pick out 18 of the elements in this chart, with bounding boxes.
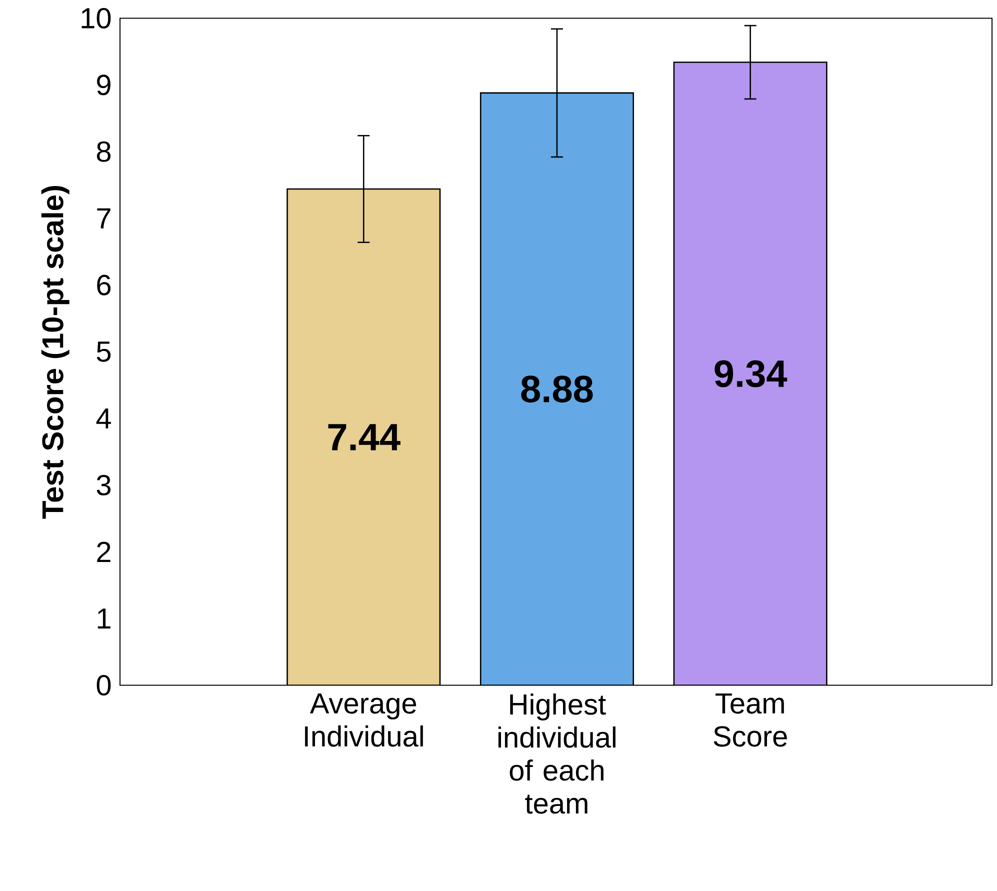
- y-tick-label: 7: [97, 208, 110, 228]
- y-tick-label: 10: [82, 8, 111, 28]
- y-tick-label: 9: [97, 74, 110, 96]
- data-label: 9.34: [714, 360, 788, 388]
- x-tick-label: Average Individual: [305, 693, 423, 747]
- x-tick-label: Highest individual of each team: [498, 693, 616, 814]
- y-tick-label: 8: [96, 141, 111, 162]
- y-tick-label: 2: [97, 542, 110, 562]
- data-label: 7.44: [328, 424, 400, 450]
- y-tick-label: 4: [96, 408, 111, 428]
- y-tick-label: 0: [96, 674, 111, 696]
- y-tick-label: 3: [96, 474, 111, 496]
- x-tick-label: Team Score: [714, 693, 787, 747]
- y-tick-label: 6: [97, 274, 111, 296]
- y-tick-label: 1: [98, 608, 110, 628]
- y-tick-label: 5: [96, 342, 111, 362]
- y-axis-title: Test Score (10-pt scale): [41, 186, 70, 519]
- data-label: 8.88: [521, 376, 593, 402]
